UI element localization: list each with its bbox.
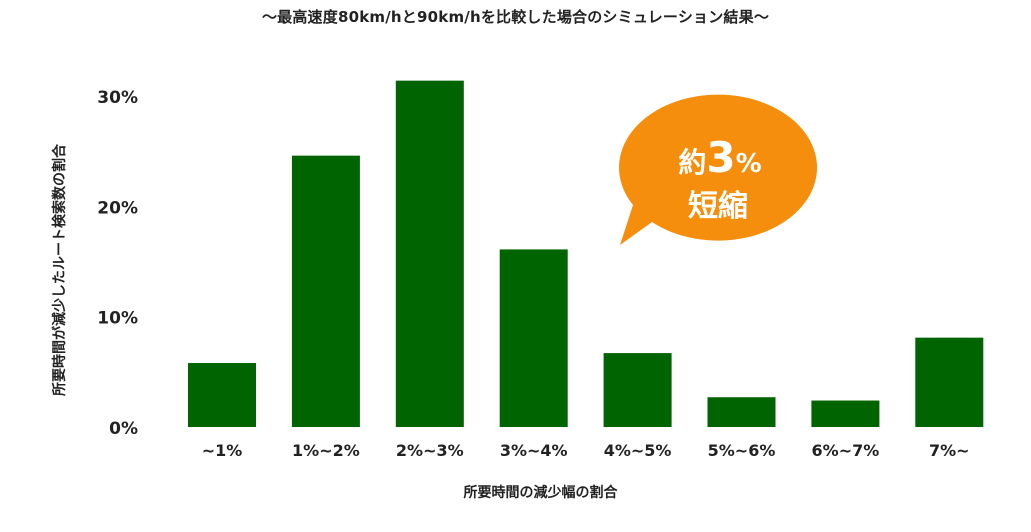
x-tick-label: 7%~ — [929, 441, 970, 460]
bar — [291, 155, 360, 427]
callout-line-2: 短縮 — [688, 189, 748, 224]
x-tick-label: 4%~5% — [604, 441, 672, 460]
x-tick-label: ~1% — [202, 441, 243, 460]
bar — [603, 353, 672, 427]
x-axis-label: 所要時間の減少幅の割合 — [463, 485, 618, 501]
x-tick-label: 3%~4% — [500, 441, 568, 460]
y-tick-label: 0% — [109, 419, 138, 439]
callout-bubble — [619, 94, 818, 245]
x-tick-label: 5%~6% — [708, 441, 776, 460]
y-tick-label: 30% — [97, 88, 138, 108]
bar — [499, 249, 568, 427]
x-axis-tick-labels: ~1% 1%~2% 2%~3% 3%~4% 4%~5% 5%~6% 6%~7% 7%~ — [202, 441, 970, 460]
bar — [707, 397, 776, 427]
bars — [188, 80, 984, 427]
callout-annotation: 約3% 短縮 — [619, 94, 818, 245]
y-axis-ticks: 0% 10% 20% 30% — [97, 88, 138, 439]
x-tick-label: 2%~3% — [396, 441, 464, 460]
y-tick-label: 20% — [97, 198, 138, 218]
callout-line-1: 約3% — [678, 133, 761, 182]
bar — [811, 400, 880, 427]
y-tick-label: 10% — [97, 309, 138, 329]
bar — [395, 80, 464, 427]
bar — [915, 337, 984, 427]
x-tick-label: 1%~2% — [292, 441, 360, 460]
chart-title: 〜最高速度80km/hと90km/hを比較した場合のシミュレーション結果〜 — [261, 8, 770, 26]
x-tick-label: 6%~7% — [812, 441, 880, 460]
bar — [188, 363, 256, 427]
